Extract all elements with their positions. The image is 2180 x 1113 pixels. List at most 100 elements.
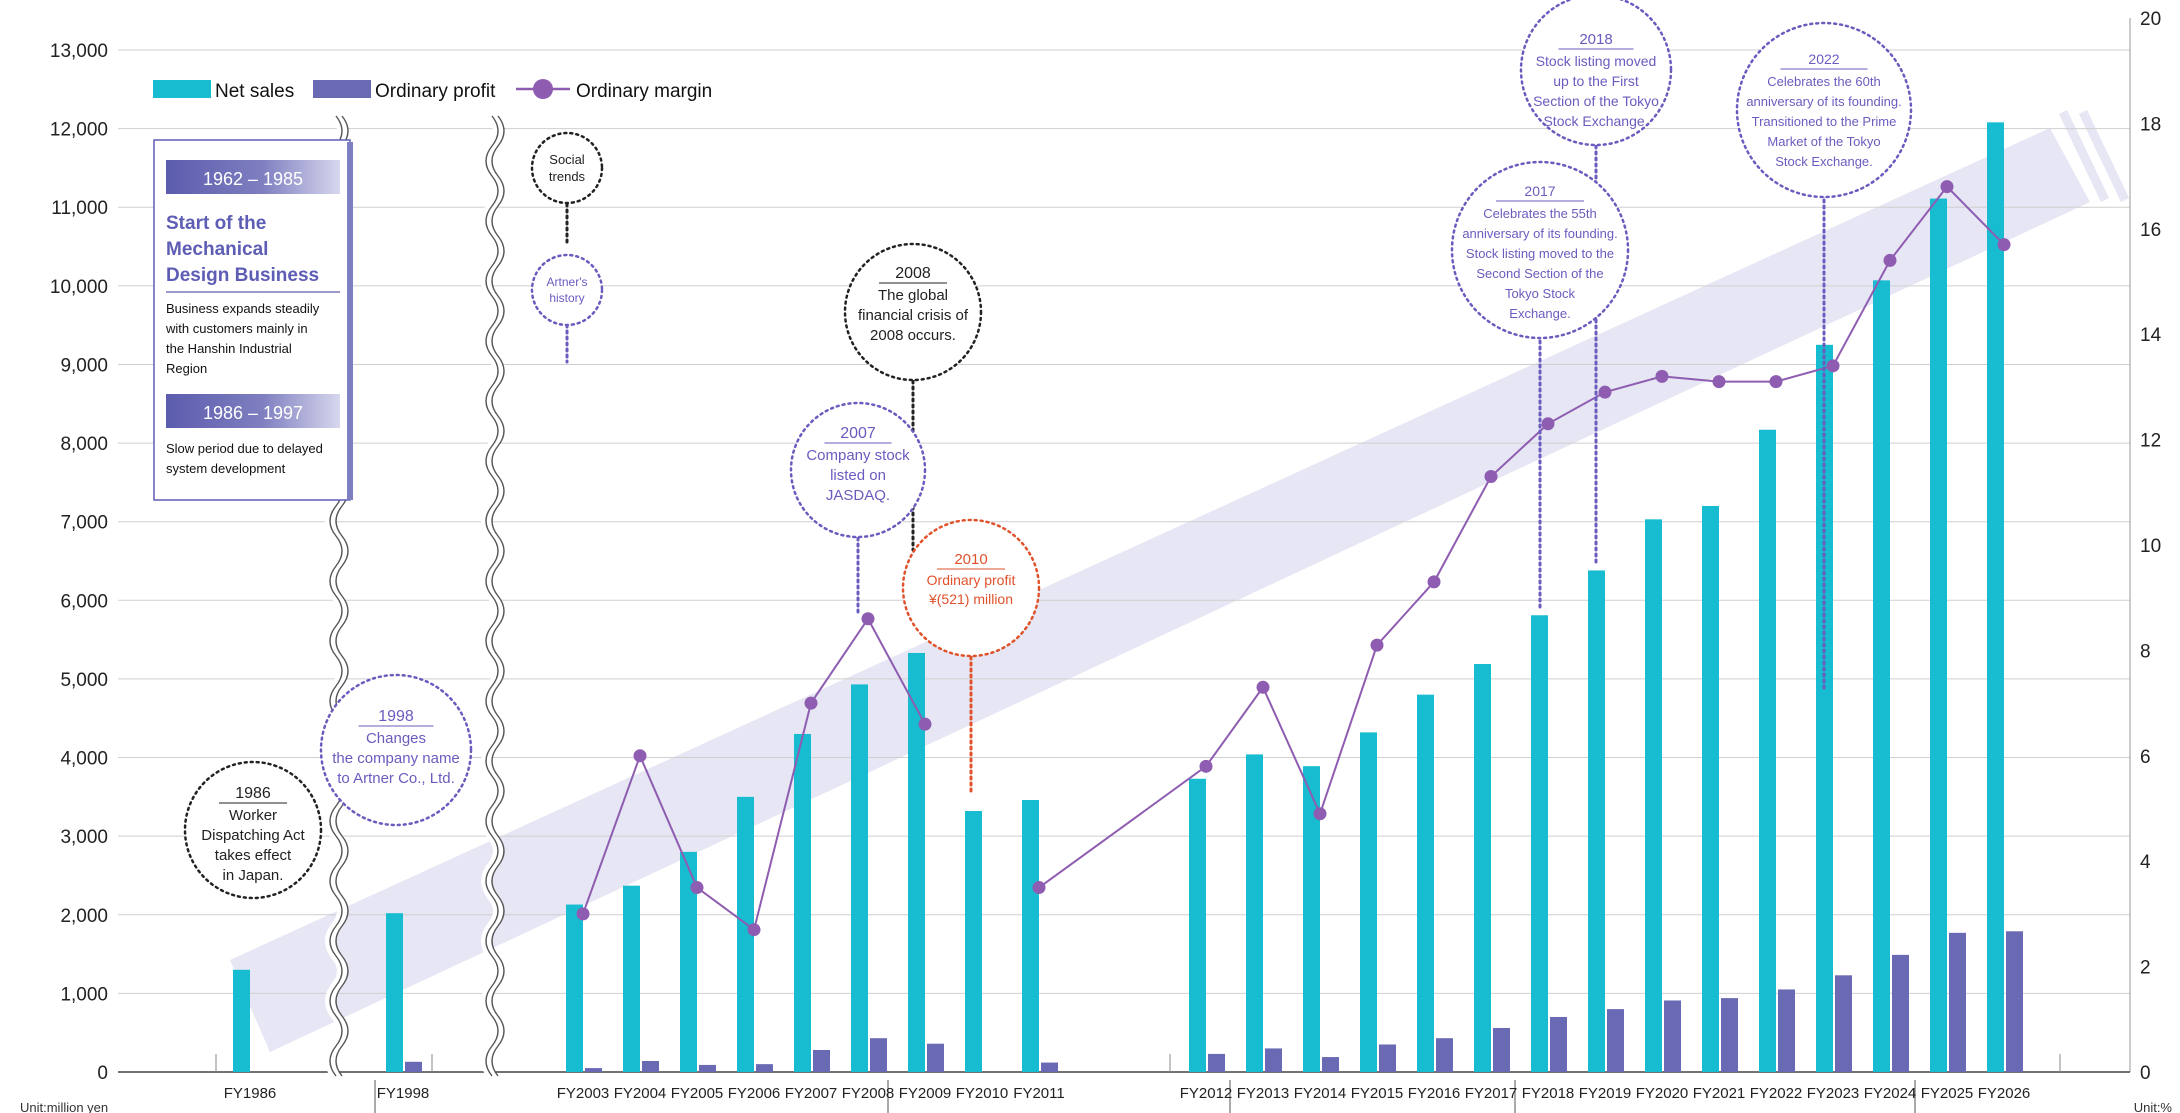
- annotation-circle: [530, 253, 604, 327]
- y-right-tick-label: 20: [2140, 9, 2161, 30]
- annotation-text: listed on: [830, 467, 886, 484]
- y-right-tick-label: 12: [2140, 431, 2161, 452]
- net-sales-bar: [623, 885, 640, 1072]
- y-right-tick-label: 0: [2140, 1063, 2151, 1084]
- category-label: FY1998: [377, 1085, 430, 1102]
- net-sales-bar: [386, 913, 403, 1072]
- category-label: FY2018: [1522, 1085, 1575, 1102]
- annotation-text: Section of the Tokyo: [1533, 93, 1659, 109]
- ordinary-profit-bar: [1949, 932, 1966, 1072]
- growth-band-arrow-mark: [2058, 110, 2110, 202]
- annotation-circle: [843, 242, 983, 382]
- annotation-text: 2008 occurs.: [870, 327, 956, 344]
- y-left-tick-label: 6,000: [60, 591, 108, 612]
- annotation-text: Market of the Tokyo: [1767, 134, 1880, 149]
- ordinary-margin-point: [1940, 180, 1954, 194]
- history-box-text: system development: [166, 461, 286, 476]
- ordinary-profit-bar: [756, 1064, 773, 1072]
- ordinary-profit-bar: [1721, 998, 1738, 1072]
- category-label: FY2023: [1807, 1085, 1860, 1102]
- annotation-circle: [901, 518, 1041, 658]
- annotation-text: Social: [549, 152, 585, 167]
- annotation-text: Second Section of the: [1476, 266, 1603, 281]
- ordinary-margin-point: [1655, 369, 1669, 383]
- net-sales-bar: [233, 969, 250, 1072]
- annotation-text: Changes: [366, 730, 426, 747]
- y-left-tick-label: 11,000: [51, 198, 108, 219]
- ordinary-margin-point: [1997, 238, 2011, 252]
- category-label: FY2024: [1864, 1085, 1917, 1102]
- ordinary-profit-bar: [1493, 1027, 1510, 1072]
- net-sales-bar: [1022, 799, 1039, 1072]
- category-label: FY2019: [1579, 1085, 1632, 1102]
- annotation-text: Exchange.: [1509, 306, 1570, 321]
- history-box-title: Mechanical: [166, 239, 268, 260]
- ordinary-margin-series-line: [1038, 185, 2005, 889]
- y-left-tick-label: 3,000: [60, 827, 108, 848]
- annotation-text: Stock listing moved: [1536, 53, 1657, 69]
- net-sales-bar: [851, 684, 868, 1072]
- y-left-tick-label: 4,000: [60, 749, 108, 770]
- category-label: FY2009: [899, 1085, 952, 1102]
- legend: Net sales Ordinary profit Ordinary margin: [153, 79, 712, 102]
- y-right-tick-label: 14: [2140, 325, 2162, 346]
- category-label: FY2016: [1408, 1085, 1461, 1102]
- y-left-tick-label: 7,000: [60, 513, 108, 534]
- ordinary-profit-bar: [1322, 1057, 1339, 1072]
- ordinary-profit-bar: [870, 1038, 887, 1072]
- ordinary-margin-point: [1199, 759, 1213, 773]
- net-sales-bar: [1873, 280, 1890, 1072]
- ordinary-margin-point: [576, 907, 590, 921]
- net-sales-bar: [1189, 778, 1206, 1072]
- category-label: FY2017: [1465, 1085, 1518, 1102]
- ordinary-margin-point: [1256, 680, 1270, 694]
- ordinary-profit-bar: [1265, 1048, 1282, 1072]
- y-right-tick-label: 2: [2140, 958, 2151, 979]
- history-box-text: Region: [166, 361, 207, 376]
- annotation-text: Celebrates the 60th: [1767, 74, 1880, 89]
- y-left-tick-label: 13,000: [50, 41, 108, 62]
- history-box-title: Start of the: [166, 213, 266, 234]
- annotation-text: takes effect: [215, 847, 292, 864]
- ordinary-margin-point: [633, 749, 647, 763]
- y-right-unit: Unit:%: [2134, 1100, 2173, 1113]
- annotation-y2017: 2017 Celebrates the 55th anniversary of it…: [1450, 160, 1630, 340]
- axis-break-line: [491, 115, 505, 1077]
- net-sales-bar: [566, 904, 583, 1072]
- y-right-tick-label: 16: [2140, 220, 2161, 241]
- ordinary-profit-bar: [1892, 954, 1909, 1072]
- ordinary-profit-bar: [1208, 1053, 1225, 1072]
- history-box-frame: [153, 139, 351, 501]
- annotation-text: ¥(521) million: [928, 591, 1013, 607]
- annotation-circle: [1450, 160, 1630, 340]
- ordinary-margin-point: [1769, 375, 1783, 389]
- ordinary-profit-bar: [1778, 989, 1795, 1072]
- net-sales-bar: [1588, 570, 1605, 1072]
- annotation-year: 2018: [1579, 31, 1612, 48]
- category-label: FY2007: [785, 1085, 838, 1102]
- period-label: 1962 – 1985: [203, 169, 303, 189]
- category-label: FY2013: [1237, 1085, 1290, 1102]
- annotation-text: JASDAQ.: [826, 487, 890, 504]
- annotation-y2008: 2008 The global financial crisis of 2008 oc…: [843, 242, 983, 382]
- net-sales-bar: [794, 733, 811, 1072]
- net-sales-bar: [1531, 615, 1548, 1072]
- ordinary-profit-bar: [642, 1060, 659, 1072]
- growth-band-arrow-mark: [2078, 110, 2130, 202]
- annotation-artners-history: Artner's history: [530, 253, 604, 327]
- annotation-text: Dispatching Act: [201, 827, 305, 844]
- ordinary-profit-bar: [1835, 975, 1852, 1072]
- ordinary-profit-bar: [1041, 1062, 1058, 1072]
- category-label: FY2006: [728, 1085, 781, 1102]
- y-left-tick-label: 5,000: [60, 670, 108, 691]
- ordinary-profit-bar: [1607, 1009, 1624, 1072]
- ordinary-margin-point: [1883, 253, 1897, 267]
- category-label: FY2026: [1978, 1085, 2031, 1102]
- ordinary-margin-point: [1484, 469, 1498, 483]
- category-label: FY2022: [1750, 1085, 1803, 1102]
- annotation-text: the company name: [332, 750, 460, 767]
- ordinary-margin-point: [804, 696, 818, 710]
- net-sales-bar: [1930, 198, 1947, 1073]
- ordinary-margin-point: [1313, 807, 1327, 821]
